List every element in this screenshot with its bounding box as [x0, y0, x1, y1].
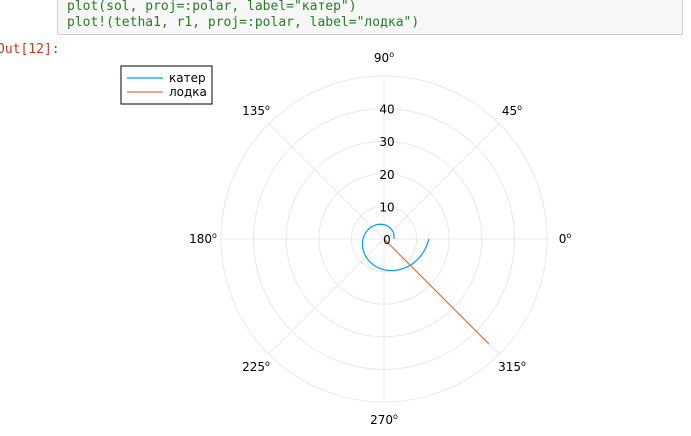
grid-radial-line [268, 123, 385, 240]
angle-tick-label: 315o [498, 359, 526, 374]
radial-tick-label: 40 [379, 103, 394, 117]
angle-tick-label: 180o [189, 231, 217, 246]
plot-series [361, 223, 490, 345]
legend-label: лодка [169, 85, 207, 99]
grid-radial-line [268, 238, 385, 355]
polar-grid [220, 75, 548, 403]
radial-tick-label: 0 [383, 233, 391, 247]
tick-labels: 0o 45o 90o 135o 180o 225o 270o 315o 0 10 20 30 40 [189, 50, 571, 427]
angle-tick-label: 135o [242, 103, 270, 118]
code-line-2: plot!(tetha1, r1, proj=:polar, label="ло… [67, 15, 420, 30]
code-cell[interactable]: plot(sol, proj=:polar, label="катер") pl… [57, 0, 683, 35]
code-line-1: plot(sol, proj=:polar, label="катер") [67, 0, 357, 14]
angle-tick-label: 45o [502, 103, 522, 118]
grid-radial-line [383, 123, 500, 240]
angle-tick-label: 0o [559, 231, 572, 246]
radial-tick-label: 30 [379, 135, 394, 149]
radial-tick-label: 10 [379, 200, 394, 214]
radial-tick-label: 20 [379, 168, 394, 182]
series-line-2 [383, 238, 490, 345]
angle-tick-label: 225o [242, 359, 270, 374]
output-prompt: Out[12]: [0, 42, 60, 57]
series-line-1 [361, 223, 430, 272]
legend-box [120, 65, 213, 105]
legend-label: катер [169, 71, 206, 85]
angle-tick-label: 270o [370, 412, 398, 427]
angle-tick-label: 90o [374, 50, 394, 65]
